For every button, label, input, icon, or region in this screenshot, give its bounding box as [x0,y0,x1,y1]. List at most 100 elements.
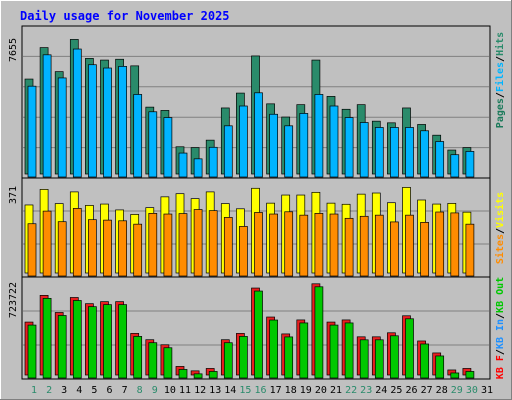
sites-bar [435,211,445,277]
kbytes-out-bar [269,319,278,379]
files-bar [465,151,475,178]
sites-bar [465,223,475,277]
day-label: 26 [405,385,417,396]
files-bar [329,105,339,178]
day-label: 25 [390,385,402,396]
sites-bar [359,215,369,277]
files-bar [254,92,263,178]
sites-bar [390,221,399,277]
sites-bar [193,209,203,277]
chart-title: Daily usage for November 2025 [20,9,230,23]
day-label: 28 [436,385,448,396]
legend-separator: / [495,228,506,234]
day-label: 30 [466,385,478,396]
kbytes-out-bar [208,371,218,379]
kbytes-out-bar [163,347,173,379]
day-label: 4 [76,385,82,396]
files-bar [299,113,309,178]
files-bar [359,122,369,178]
kbytes-out-bar [390,335,399,379]
day-label: 23 [360,385,372,396]
sites-bar [329,213,339,277]
files-bar [405,127,414,178]
sites-bar [420,222,429,277]
sites-bar [299,214,309,277]
sites-bar [57,221,67,277]
kbytes-out-bar [420,343,429,379]
files-bar [284,125,294,178]
day-label: 3 [61,385,67,396]
files-bar [314,94,324,178]
files-bar [178,152,188,178]
day-label: 20 [315,385,327,396]
kbytes-out-bar [42,298,52,379]
kbytes-out-bar [359,339,369,379]
kbytes-out-bar [465,371,475,379]
kbytes-out-bar [344,322,354,379]
kbytes-out-bar [57,315,67,379]
day-label: 9 [152,385,158,396]
kbytes-out-bar [88,306,97,379]
day-label: 17 [270,385,282,396]
files-bar [133,94,143,178]
day-label: 7 [122,385,128,396]
scale-label: 371 [8,186,19,204]
day-label: 16 [254,385,266,396]
legend-label: Sites/Visits [494,192,506,264]
day-label: 14 [224,385,236,396]
sites-bar [374,214,384,277]
day-label: 8 [137,385,143,396]
sites-bar [254,212,263,277]
kbytes-out-bar [254,290,263,379]
kbytes-out-bar [405,318,414,379]
day-label: 11 [179,385,191,396]
kbytes-out-bar [118,304,127,379]
files-bar [344,117,354,178]
day-label: 18 [285,385,297,396]
sites-bar [88,219,97,277]
kbytes-out-bar [450,372,460,379]
bars [24,39,475,379]
day-label: 12 [194,385,206,396]
files-bar [148,111,158,178]
legend-label: Pages/Files/Hits [494,32,506,128]
legend-separator: / [495,313,506,319]
sites-bar [178,213,188,277]
kbytes-out-bar [27,324,37,379]
files-bar [42,54,52,178]
sites-bar [450,212,460,277]
files-bar [450,154,460,178]
files-bar [118,66,127,178]
day-label: 15 [239,385,251,396]
sites-bar [344,217,354,277]
scale-label: 723722 [8,282,19,318]
kbytes-out-bar [133,336,143,379]
files-bar [163,117,173,178]
labels: 7655371723722Pages/Files/HitsSites/Visit… [8,32,506,396]
legend-separator: / [495,56,506,62]
files-bar [223,125,233,178]
day-label: 6 [106,385,112,396]
scale-label: 7655 [8,38,19,62]
sites-bar [269,213,278,277]
day-label: 13 [209,385,221,396]
day-label: 29 [451,385,463,396]
legend-item: Pages [495,98,506,128]
files-bar [420,130,429,178]
legend-item: KB In [495,319,506,349]
legend-item: KB F [495,355,506,379]
files-bar [390,127,399,178]
files-bar [193,158,203,178]
files-bar [208,146,218,178]
kbytes-out-bar [284,336,294,379]
files-bar [57,77,67,178]
legend-item: Hits [494,32,506,56]
sites-bar [223,217,233,277]
legend-item: Files [494,62,506,92]
sites-bar [239,226,248,277]
day-label: 22 [345,385,357,396]
files-bar [239,105,248,178]
day-label: 19 [300,385,312,396]
